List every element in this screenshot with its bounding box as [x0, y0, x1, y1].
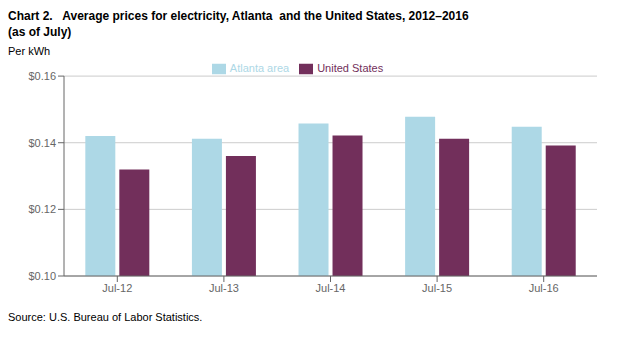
svg-text:$0.14: $0.14: [28, 137, 56, 149]
svg-text:$0.10: $0.10: [28, 270, 56, 282]
html-text:Per kWh: Per kWh: [8, 45, 51, 57]
svg-text:$0.12: $0.12: [28, 203, 56, 215]
html-text:Atlanta area: Atlanta area: [229, 62, 290, 74]
svg-text:Jul-16: Jul-16: [529, 282, 559, 294]
svg-text:Jul-12: Jul-12: [102, 282, 132, 294]
html-text:(as of July): (as of July): [8, 25, 72, 39]
svg-text:Jul-13: Jul-13: [209, 282, 239, 294]
html-text:United States: United States: [317, 62, 384, 74]
svg-text:Jul-14: Jul-14: [316, 282, 346, 294]
html-text:Chart 2. Average prices for el: Chart 2. Average prices for electricity,…: [8, 9, 469, 23]
html-text:Source: U.S. Bureau of Labor S: Source: U.S. Bureau of Labor Statistics.: [8, 311, 203, 323]
svg-text:$0.16: $0.16: [28, 70, 56, 82]
svg-text:Jul-15: Jul-15: [422, 282, 452, 294]
